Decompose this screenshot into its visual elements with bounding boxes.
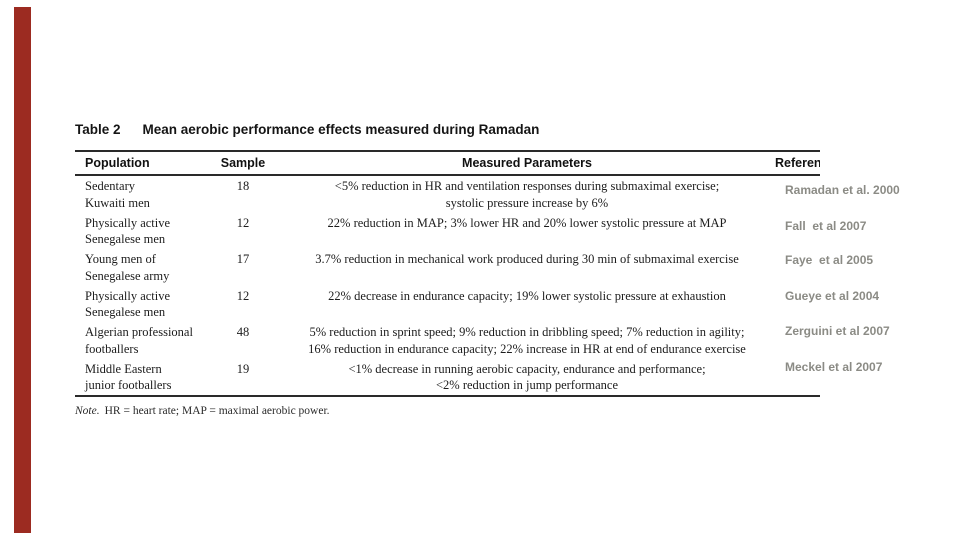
cell-population: Algerian professional footballers (85, 325, 193, 356)
footnote-label: Note. (75, 405, 100, 417)
cell-population: Young men of Senegalese army (85, 252, 170, 283)
table-caption: Table 2 Mean aerobic performance effects … (75, 122, 820, 142)
column-header-references: References (775, 156, 820, 170)
column-header-sample: Sample (220, 156, 266, 170)
table-footnote: Note. HR = heart rate; MAP = maximal aero… (75, 405, 820, 417)
table-row: Physically active Senegalese men 12 22% … (75, 286, 820, 323)
cell-sample: 17 (236, 252, 250, 266)
table-header-row: Population Sample Measured Parameters Re… (75, 152, 820, 176)
cell-sample: 12 (236, 215, 250, 230)
cell-parameters: 3.7% reduction in mechanical work produc… (315, 252, 739, 266)
cell-parameters: 22% reduction in MAP; 3% lower HR and 20… (327, 215, 727, 230)
cell-population: Physically active Senegalese men (85, 215, 171, 247)
table-row: Physically active Senegalese men 12 22% … (75, 213, 820, 250)
table-row: Middle Eastern junior footballers 19 <1%… (75, 359, 820, 396)
table-row: Young men of Senegalese army 17 3.7% red… (75, 249, 820, 286)
cell-population: Physically active Senegalese men (85, 288, 171, 320)
cell-sample: 19 (236, 361, 250, 376)
reference-citation: Fall et al 2007 (785, 219, 867, 233)
table-row: Sedentary Kuwaiti men 18 <5% reduction i… (75, 176, 820, 213)
accent-bar (14, 7, 31, 533)
table-title-text: Mean aerobic performance effects measure… (142, 122, 540, 137)
cell-population: Sedentary Kuwaiti men (85, 179, 150, 210)
table-2-figure: Table 2 Mean aerobic performance effects … (75, 122, 820, 417)
data-table: Population Sample Measured Parameters Re… (75, 150, 820, 397)
cell-parameters: <5% reduction in HR and ventilation resp… (334, 179, 720, 210)
reference-citation: Meckel et al 2007 (785, 360, 883, 374)
cell-parameters: 22% decrease in endurance capacity; 19% … (328, 288, 726, 303)
cell-population: Middle Eastern junior footballers (85, 361, 172, 393)
reference-citation: Faye et al 2005 (785, 253, 874, 267)
footnote-text: HR = heart rate; MAP = maximal aerobic p… (104, 405, 330, 417)
table-label: Table 2 (75, 122, 121, 137)
cell-parameters: 5% reduction in sprint speed; 9% reducti… (308, 325, 746, 356)
reference-citation: Gueye et al 2004 (785, 289, 880, 303)
cell-parameters: <1% decrease in running aerobic capacity… (348, 361, 706, 393)
cell-sample: 12 (236, 288, 250, 303)
reference-citation: Ramadan et al. 2000 (785, 183, 900, 197)
column-header-measured-parameters: Measured Parameters (462, 156, 592, 170)
cell-sample: 18 (236, 179, 250, 193)
table-row: Algerian professional footballers 48 5% … (75, 322, 820, 359)
cell-sample: 48 (236, 325, 250, 339)
reference-citation: Zerguini et al 2007 (785, 324, 890, 338)
column-header-population: Population (85, 156, 150, 170)
